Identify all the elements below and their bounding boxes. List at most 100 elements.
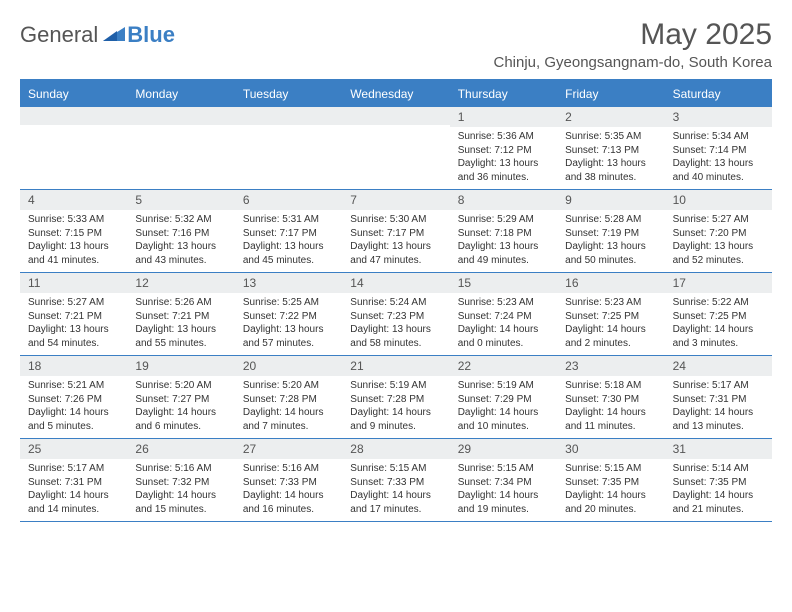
daylight-line: Daylight: 14 hours and 14 minutes.	[28, 489, 119, 516]
day-details: Sunrise: 5:21 AMSunset: 7:26 PMDaylight:…	[20, 376, 127, 438]
calendar-cell: 16Sunrise: 5:23 AMSunset: 7:25 PMDayligh…	[557, 273, 664, 355]
sunrise-line: Sunrise: 5:28 AM	[565, 213, 656, 227]
day-details: Sunrise: 5:22 AMSunset: 7:25 PMDaylight:…	[665, 293, 772, 355]
day-details: Sunrise: 5:15 AMSunset: 7:35 PMDaylight:…	[557, 459, 664, 521]
day-number: 16	[557, 273, 664, 293]
calendar-week: 25Sunrise: 5:17 AMSunset: 7:31 PMDayligh…	[20, 439, 772, 522]
calendar-cell: 19Sunrise: 5:20 AMSunset: 7:27 PMDayligh…	[127, 356, 234, 438]
day-details: Sunrise: 5:23 AMSunset: 7:24 PMDaylight:…	[450, 293, 557, 355]
sunset-line: Sunset: 7:21 PM	[28, 310, 119, 324]
calendar-cell: 31Sunrise: 5:14 AMSunset: 7:35 PMDayligh…	[665, 439, 772, 521]
day-details: Sunrise: 5:23 AMSunset: 7:25 PMDaylight:…	[557, 293, 664, 355]
calendar-cell: 25Sunrise: 5:17 AMSunset: 7:31 PMDayligh…	[20, 439, 127, 521]
day-details: Sunrise: 5:15 AMSunset: 7:33 PMDaylight:…	[342, 459, 449, 521]
daylight-line: Daylight: 13 hours and 50 minutes.	[565, 240, 656, 267]
day-number: 26	[127, 439, 234, 459]
day-number: 18	[20, 356, 127, 376]
day-details: Sunrise: 5:17 AMSunset: 7:31 PMDaylight:…	[20, 459, 127, 521]
daylight-line: Daylight: 14 hours and 10 minutes.	[458, 406, 549, 433]
sunrise-line: Sunrise: 5:27 AM	[673, 213, 764, 227]
day-number	[127, 107, 234, 125]
calendar-cell: 1Sunrise: 5:36 AMSunset: 7:12 PMDaylight…	[450, 107, 557, 189]
sunrise-line: Sunrise: 5:32 AM	[135, 213, 226, 227]
day-details: Sunrise: 5:31 AMSunset: 7:17 PMDaylight:…	[235, 210, 342, 272]
calendar-cell	[342, 107, 449, 189]
daylight-line: Daylight: 14 hours and 3 minutes.	[673, 323, 764, 350]
day-details	[20, 125, 127, 177]
daylight-line: Daylight: 14 hours and 13 minutes.	[673, 406, 764, 433]
sunset-line: Sunset: 7:19 PM	[565, 227, 656, 241]
sunrise-line: Sunrise: 5:16 AM	[135, 462, 226, 476]
sunset-line: Sunset: 7:35 PM	[565, 476, 656, 490]
daylight-line: Daylight: 14 hours and 17 minutes.	[350, 489, 441, 516]
daylight-line: Daylight: 13 hours and 58 minutes.	[350, 323, 441, 350]
day-details: Sunrise: 5:19 AMSunset: 7:28 PMDaylight:…	[342, 376, 449, 438]
sunset-line: Sunset: 7:29 PM	[458, 393, 549, 407]
day-details: Sunrise: 5:15 AMSunset: 7:34 PMDaylight:…	[450, 459, 557, 521]
day-number: 7	[342, 190, 449, 210]
day-details: Sunrise: 5:25 AMSunset: 7:22 PMDaylight:…	[235, 293, 342, 355]
day-details	[127, 125, 234, 177]
sunset-line: Sunset: 7:33 PM	[350, 476, 441, 490]
day-details: Sunrise: 5:17 AMSunset: 7:31 PMDaylight:…	[665, 376, 772, 438]
day-number: 22	[450, 356, 557, 376]
calendar-cell: 28Sunrise: 5:15 AMSunset: 7:33 PMDayligh…	[342, 439, 449, 521]
sunrise-line: Sunrise: 5:18 AM	[565, 379, 656, 393]
day-header: Sunday	[20, 81, 127, 107]
sunrise-line: Sunrise: 5:17 AM	[28, 462, 119, 476]
calendar-cell: 5Sunrise: 5:32 AMSunset: 7:16 PMDaylight…	[127, 190, 234, 272]
calendar-cell: 4Sunrise: 5:33 AMSunset: 7:15 PMDaylight…	[20, 190, 127, 272]
sunset-line: Sunset: 7:28 PM	[350, 393, 441, 407]
daylight-line: Daylight: 14 hours and 5 minutes.	[28, 406, 119, 433]
day-header: Tuesday	[235, 81, 342, 107]
sunrise-line: Sunrise: 5:17 AM	[673, 379, 764, 393]
calendar-cell: 30Sunrise: 5:15 AMSunset: 7:35 PMDayligh…	[557, 439, 664, 521]
calendar-cell: 22Sunrise: 5:19 AMSunset: 7:29 PMDayligh…	[450, 356, 557, 438]
calendar-cell: 21Sunrise: 5:19 AMSunset: 7:28 PMDayligh…	[342, 356, 449, 438]
calendar-cell: 15Sunrise: 5:23 AMSunset: 7:24 PMDayligh…	[450, 273, 557, 355]
day-number: 25	[20, 439, 127, 459]
day-details: Sunrise: 5:29 AMSunset: 7:18 PMDaylight:…	[450, 210, 557, 272]
day-number: 15	[450, 273, 557, 293]
sunrise-line: Sunrise: 5:29 AM	[458, 213, 549, 227]
sunrise-line: Sunrise: 5:30 AM	[350, 213, 441, 227]
daylight-line: Daylight: 14 hours and 6 minutes.	[135, 406, 226, 433]
calendar-cell: 29Sunrise: 5:15 AMSunset: 7:34 PMDayligh…	[450, 439, 557, 521]
sunset-line: Sunset: 7:18 PM	[458, 227, 549, 241]
calendar-cell	[20, 107, 127, 189]
daylight-line: Daylight: 13 hours and 43 minutes.	[135, 240, 226, 267]
day-number: 9	[557, 190, 664, 210]
sunset-line: Sunset: 7:24 PM	[458, 310, 549, 324]
daylight-line: Daylight: 14 hours and 21 minutes.	[673, 489, 764, 516]
day-header: Wednesday	[342, 81, 449, 107]
calendar-cell: 26Sunrise: 5:16 AMSunset: 7:32 PMDayligh…	[127, 439, 234, 521]
calendar-cell: 10Sunrise: 5:27 AMSunset: 7:20 PMDayligh…	[665, 190, 772, 272]
sunset-line: Sunset: 7:25 PM	[565, 310, 656, 324]
daylight-line: Daylight: 14 hours and 2 minutes.	[565, 323, 656, 350]
sunrise-line: Sunrise: 5:35 AM	[565, 130, 656, 144]
sunrise-line: Sunrise: 5:26 AM	[135, 296, 226, 310]
daylight-line: Daylight: 13 hours and 45 minutes.	[243, 240, 334, 267]
day-number: 24	[665, 356, 772, 376]
sunrise-line: Sunrise: 5:15 AM	[350, 462, 441, 476]
day-number: 2	[557, 107, 664, 127]
calendar-cell: 13Sunrise: 5:25 AMSunset: 7:22 PMDayligh…	[235, 273, 342, 355]
day-number: 19	[127, 356, 234, 376]
brand-part1: General	[20, 22, 98, 48]
day-headers-row: SundayMondayTuesdayWednesdayThursdayFrid…	[20, 81, 772, 107]
day-number	[20, 107, 127, 125]
sunrise-line: Sunrise: 5:16 AM	[243, 462, 334, 476]
day-number: 28	[342, 439, 449, 459]
sunrise-line: Sunrise: 5:15 AM	[565, 462, 656, 476]
sunset-line: Sunset: 7:33 PM	[243, 476, 334, 490]
calendar-cell: 7Sunrise: 5:30 AMSunset: 7:17 PMDaylight…	[342, 190, 449, 272]
sunset-line: Sunset: 7:28 PM	[243, 393, 334, 407]
sunset-line: Sunset: 7:20 PM	[673, 227, 764, 241]
calendar-cell: 3Sunrise: 5:34 AMSunset: 7:14 PMDaylight…	[665, 107, 772, 189]
day-details: Sunrise: 5:35 AMSunset: 7:13 PMDaylight:…	[557, 127, 664, 189]
sunrise-line: Sunrise: 5:22 AM	[673, 296, 764, 310]
day-number: 11	[20, 273, 127, 293]
calendar-cell: 27Sunrise: 5:16 AMSunset: 7:33 PMDayligh…	[235, 439, 342, 521]
sunset-line: Sunset: 7:17 PM	[350, 227, 441, 241]
day-details: Sunrise: 5:20 AMSunset: 7:27 PMDaylight:…	[127, 376, 234, 438]
